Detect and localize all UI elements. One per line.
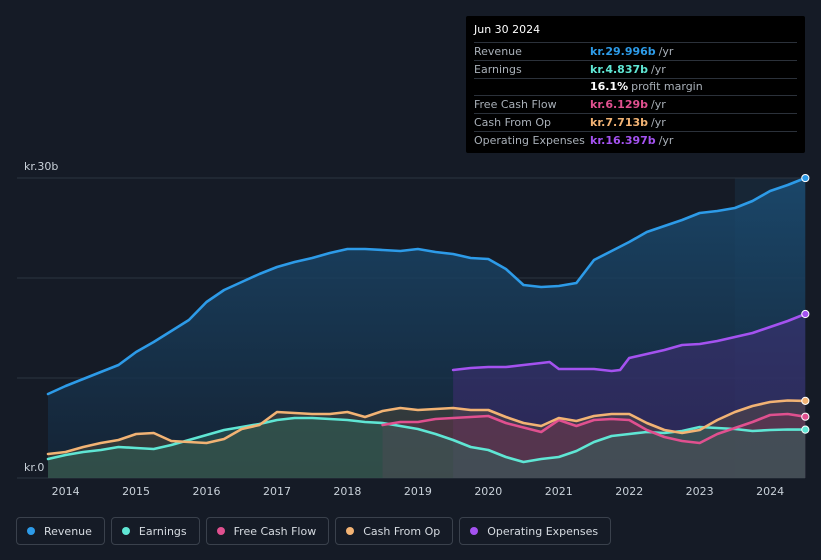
tooltip-value: kr.4.837b: [590, 62, 649, 76]
tooltip-row-profit-margin: 16.1% profit margin: [474, 77, 797, 96]
tooltip-row-free-cash-flow: Free Cash Flow kr.6.129b /yr: [474, 95, 797, 113]
tooltip-label: Operating Expenses: [474, 133, 585, 147]
chart-legend: Revenue Earnings Free Cash Flow Cash Fro…: [16, 517, 612, 545]
x-tick-label: 2020: [474, 485, 502, 498]
revenue-dot-icon: [27, 527, 35, 535]
x-axis-labels: 2014 2015 2016 2017 2018 2019 2020 2021 2022 2023…: [52, 485, 784, 498]
revenue-line: [46, 176, 807, 396]
x-tick-label: 2021: [545, 485, 573, 498]
tooltip-label: Earnings: [474, 62, 522, 76]
free-cash-flow-area: [382, 414, 806, 478]
tooltip-row-operating-expenses: Operating Expenses kr.16.397b /yr: [474, 130, 797, 149]
tooltip-row-cash-from-op: Cash From Op kr.7.713b /yr: [474, 113, 797, 131]
legend-item-revenue[interactable]: Revenue: [16, 517, 105, 545]
tooltip-unit: /yr: [658, 133, 674, 147]
cash-from-op-end-marker: [801, 396, 810, 405]
x-tick-label: 2017: [263, 485, 291, 498]
tooltip-row-earnings: Earnings kr.4.837b /yr: [474, 59, 797, 78]
tooltip-label: Free Cash Flow: [474, 98, 557, 112]
legend-item-earnings[interactable]: Earnings: [110, 517, 200, 545]
tooltip-value: kr.29.996b: [590, 44, 656, 58]
x-tick-label: 2016: [193, 485, 221, 498]
legend-label: Revenue: [44, 524, 92, 538]
operating-expenses-dot-icon: [470, 527, 479, 535]
tooltip-row-revenue: Revenue kr.29.996b /yr: [474, 42, 797, 60]
tooltip-value: kr.7.713b: [590, 116, 649, 130]
operating-expenses-area: [453, 314, 806, 478]
operating-expenses-line: [451, 312, 807, 373]
legend-item-free-cash-flow[interactable]: Free Cash Flow: [205, 517, 330, 545]
legend-label: Earnings: [138, 524, 187, 538]
x-tick-label: 2019: [404, 485, 432, 498]
y-axis-labels: kr.30b kr.0: [24, 160, 58, 474]
x-tick-label: 2018: [333, 485, 361, 498]
tooltip-value: kr.6.129b: [590, 98, 649, 112]
x-tick-label: 2015: [122, 485, 150, 498]
tooltip-unit: /yr: [651, 98, 666, 112]
free-cash-flow-dot-icon: [216, 527, 225, 535]
legend-label: Cash From Op: [363, 524, 441, 538]
x-tick-label: 2024: [756, 485, 784, 498]
series-lines: [46, 176, 807, 464]
tooltip-label: Cash From Op: [474, 116, 552, 130]
series-areas: [48, 178, 806, 478]
series-end-markers: [801, 173, 810, 434]
y-tick-label: kr.0: [24, 461, 44, 474]
legend-item-operating-expenses[interactable]: Operating Expenses: [459, 517, 612, 545]
tooltip-unit: /yr: [658, 44, 674, 58]
legend-label: Operating Expenses: [487, 524, 599, 538]
tooltip-value: kr.16.397b: [590, 133, 656, 147]
free-cash-flow-line: [381, 412, 807, 445]
earnings-area: [48, 418, 806, 478]
tooltip-label: Revenue: [474, 44, 522, 58]
legend-item-cash-from-op[interactable]: Cash From Op: [335, 517, 454, 545]
free-cash-flow-end-marker: [801, 412, 810, 421]
tooltip-unit: /yr: [651, 62, 666, 76]
legend-label: Free Cash Flow: [233, 524, 317, 538]
tooltip-date: Jun 30 2024: [474, 23, 541, 36]
revenue-area: [48, 178, 806, 478]
x-tick-label: 2023: [686, 485, 714, 498]
x-tick-label: 2014: [52, 485, 80, 498]
data-tooltip: Jun 30 2024 Revenue kr.29.996b /yr Earni…: [466, 16, 805, 153]
earnings-end-marker: [801, 425, 810, 434]
cash-from-op-dot-icon: [346, 527, 355, 535]
x-tick-label: 2022: [615, 485, 643, 498]
y-tick-label: kr.30b: [24, 160, 58, 173]
operating-expenses-end-marker: [801, 309, 810, 319]
tooltip-unit: /yr: [651, 116, 666, 130]
earnings-dot-icon: [121, 527, 130, 535]
cash-from-op-line: [46, 399, 807, 456]
revenue-end-marker: [801, 173, 810, 183]
tooltip-unit: profit margin: [631, 80, 703, 94]
tooltip-value: 16.1%: [590, 80, 629, 94]
